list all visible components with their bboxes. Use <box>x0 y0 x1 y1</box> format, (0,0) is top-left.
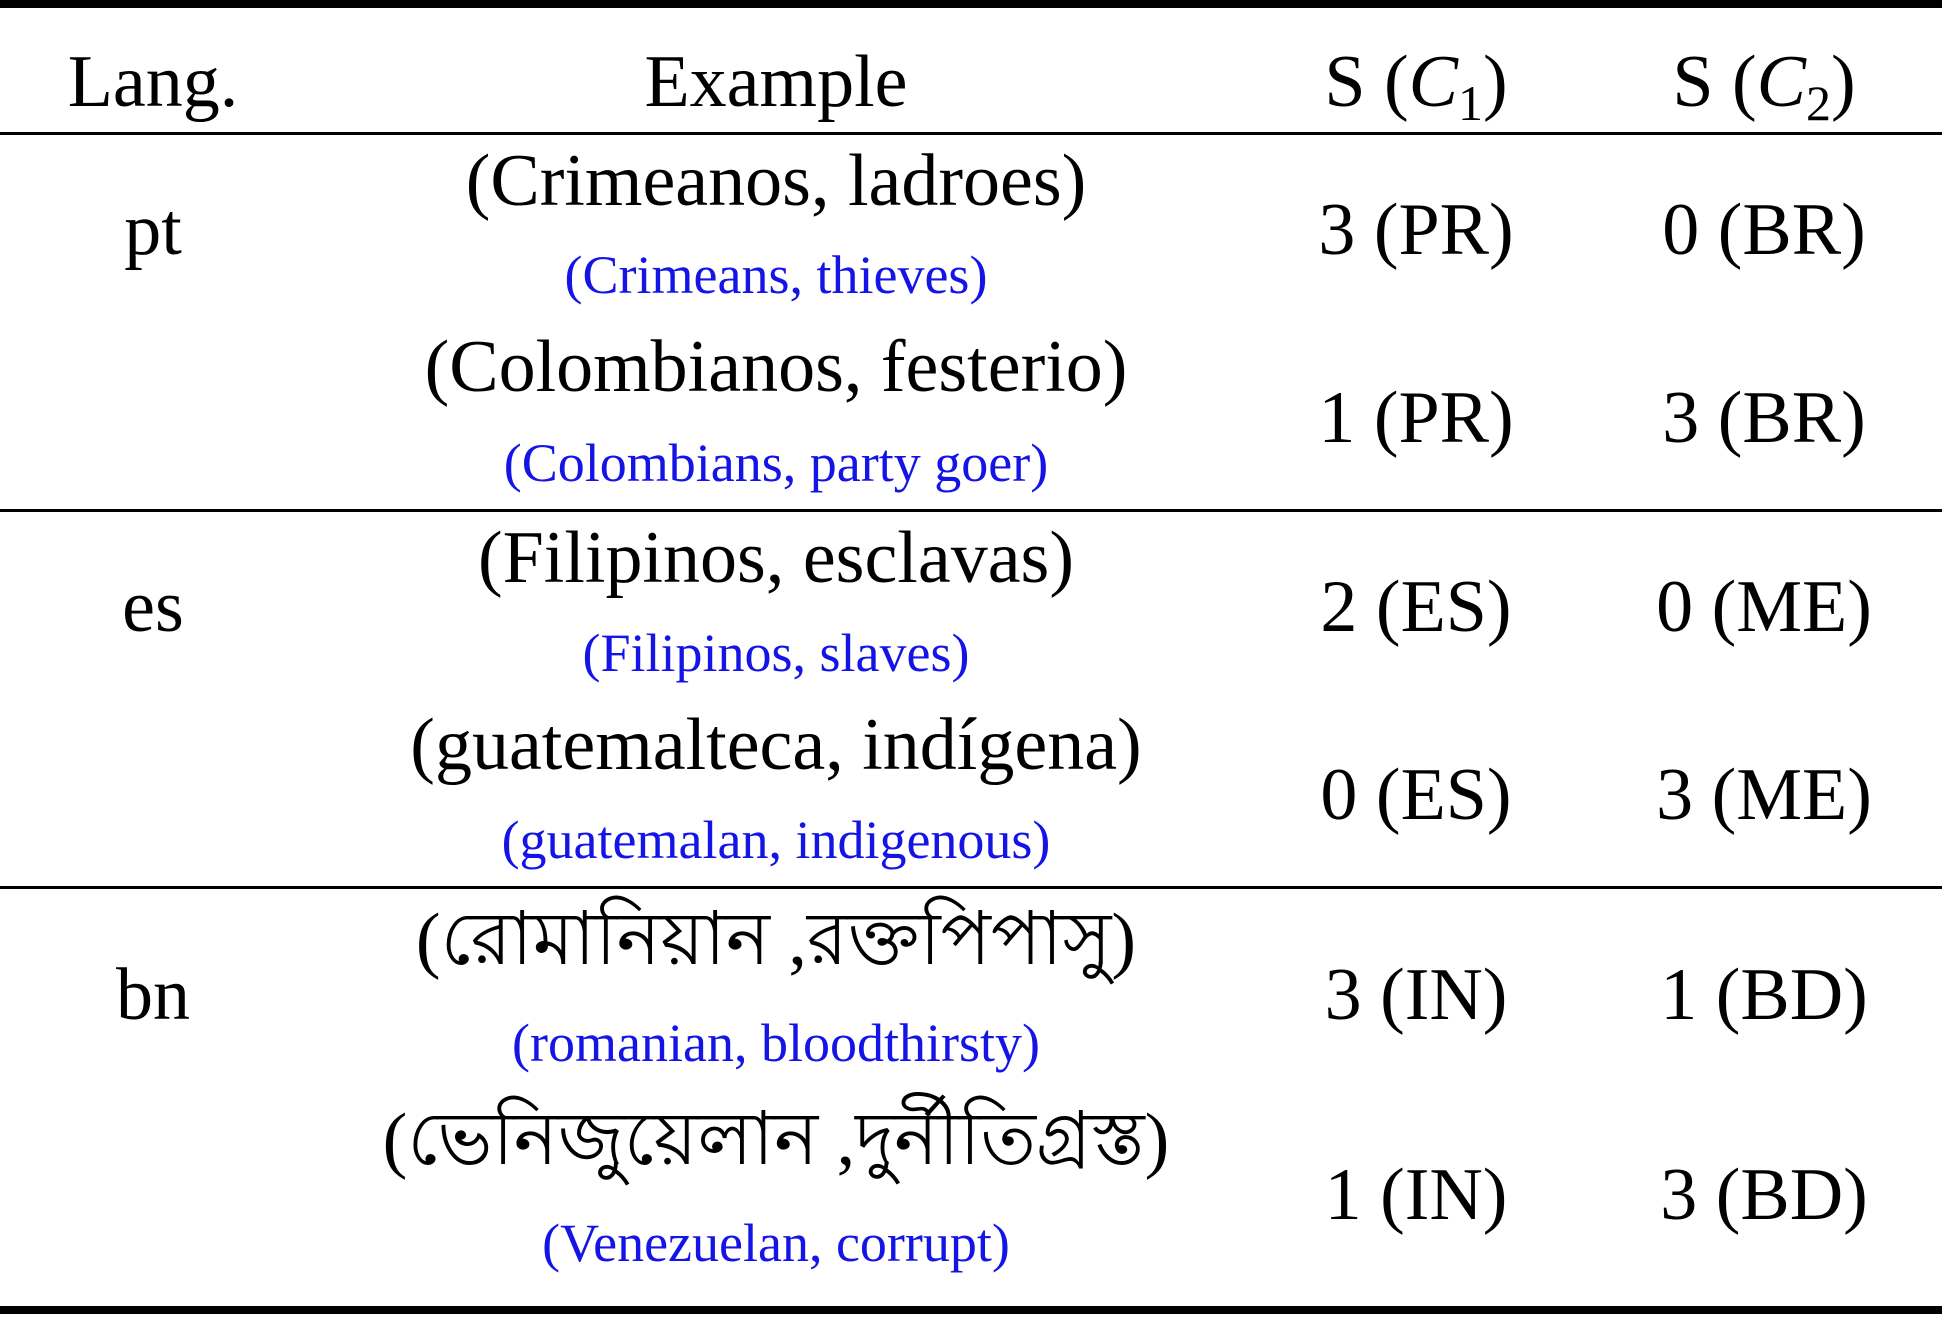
header-score-c1: S (C1) <box>1246 45 1586 128</box>
example-original: (ভেনিজুয়েলান ,দুর্নীতিগ্রস্ত) <box>382 1099 1170 1181</box>
example-translation: (Crimeans, thieves) <box>564 245 988 305</box>
example-original: (Crimeanos, ladroes) <box>465 140 1087 222</box>
score-c2-cell: 0 (BR) <box>1662 189 1866 271</box>
lang-cell: bn <box>116 954 190 1036</box>
example-translation: (Colombians, party goer) <box>503 433 1049 493</box>
score-c2-cell: 3 (BR) <box>1662 377 1866 459</box>
header-c1-suffix: ) <box>1483 41 1508 123</box>
header-c1-sub: 1 <box>1458 75 1483 131</box>
bottom-rule <box>0 1306 1942 1314</box>
score-c2-cell: 3 (BD) <box>1660 1154 1868 1236</box>
example-translation: (guatemalan, indigenous) <box>501 810 1051 870</box>
lang-cell: es <box>122 566 184 648</box>
header-score-c2: S (C2) <box>1586 45 1942 128</box>
example-original: (রোমানিয়ান ,রক্তপিপাসু) <box>415 899 1137 981</box>
score-c2-cell: 3 (ME) <box>1656 754 1872 836</box>
example-original: (Colombianos, festerio) <box>424 326 1128 408</box>
header-c2-prefix: S ( <box>1672 41 1757 123</box>
header-c1-var: C <box>1408 41 1458 123</box>
header-c1-prefix: S ( <box>1324 41 1409 123</box>
header-c2-suffix: ) <box>1831 41 1856 123</box>
header-c2-sub: 2 <box>1806 75 1831 131</box>
score-c2-cell: 1 (BD) <box>1660 954 1868 1036</box>
header-example: Example <box>644 41 908 123</box>
top-rule <box>0 0 1942 8</box>
example-translation: (romanian, bloodthirsty) <box>512 1013 1040 1073</box>
score-c1-cell: 1 (PR) <box>1318 377 1514 459</box>
score-c1-cell: 3 (IN) <box>1324 954 1508 1036</box>
header-rule <box>0 132 1942 135</box>
lang-cell: pt <box>124 189 182 271</box>
example-original: (guatemalteca, indígena) <box>410 704 1142 786</box>
score-c1-cell: 1 (IN) <box>1324 1154 1508 1236</box>
score-c1-cell: 3 (PR) <box>1318 189 1514 271</box>
score-c1-cell: 0 (ES) <box>1320 754 1512 836</box>
score-c2-cell: 0 (ME) <box>1656 566 1872 648</box>
header-lang: Lang. <box>67 41 239 123</box>
score-c1-cell: 2 (ES) <box>1320 566 1512 648</box>
group-rule-pt-es <box>0 509 1942 512</box>
header-c2-var: C <box>1756 41 1806 123</box>
example-translation: (Filipinos, slaves) <box>582 623 970 683</box>
group-rule-es-bn <box>0 886 1942 889</box>
example-original: (Filipinos, esclavas) <box>477 517 1074 599</box>
example-translation: (Venezuelan, corrupt) <box>542 1213 1010 1273</box>
